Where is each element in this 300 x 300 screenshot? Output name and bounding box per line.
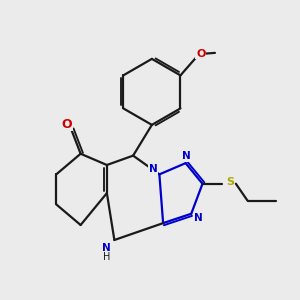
Text: N: N <box>182 152 191 161</box>
Text: H: H <box>103 252 111 262</box>
Text: O: O <box>61 118 72 130</box>
Text: N: N <box>103 243 111 253</box>
Text: S: S <box>226 177 234 187</box>
Text: N: N <box>149 164 158 174</box>
Text: O: O <box>196 49 206 58</box>
Text: N: N <box>194 213 202 223</box>
